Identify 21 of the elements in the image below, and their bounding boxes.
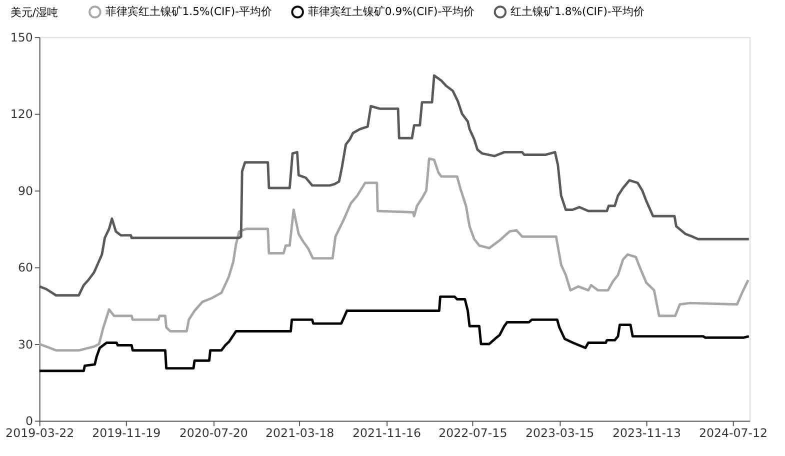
legend-label: 菲律宾红土镍矿1.5%(CIF)-平均价 xyxy=(105,4,272,18)
x-tick-label: 2023-03-15 xyxy=(526,426,594,440)
x-tick-label: 2022-07-15 xyxy=(438,426,508,440)
x-tick-label: 2024-07-12 xyxy=(698,426,768,440)
line-series xyxy=(38,157,750,352)
y-axis-title: 美元/湿吨 xyxy=(10,6,58,19)
x-tick-label: 2021-11-16 xyxy=(352,426,422,440)
y-tick-label: 150 xyxy=(10,30,33,45)
x-tick-label: 2019-03-22 xyxy=(6,426,74,440)
y-tick-label: 60 xyxy=(18,260,33,275)
x-tick-label: 2023-11-13 xyxy=(612,426,682,440)
y-tick-label: 90 xyxy=(18,184,33,198)
x-tick-label: 2019-11-19 xyxy=(92,426,161,440)
line-series xyxy=(38,295,750,372)
y-tick-label: 30 xyxy=(18,337,33,352)
legend-label: 红土镍矿1.8%(CIF)-平均价 xyxy=(510,4,644,18)
legend-label: 菲律宾红土镍矿0.9%(CIF)-平均价 xyxy=(308,4,475,18)
y-tick-label: 0 xyxy=(25,414,33,428)
x-tick-label: 2020-07-20 xyxy=(179,426,248,440)
y-tick-label: 120 xyxy=(10,107,33,122)
x-tick-label: 2021-03-18 xyxy=(266,426,334,440)
